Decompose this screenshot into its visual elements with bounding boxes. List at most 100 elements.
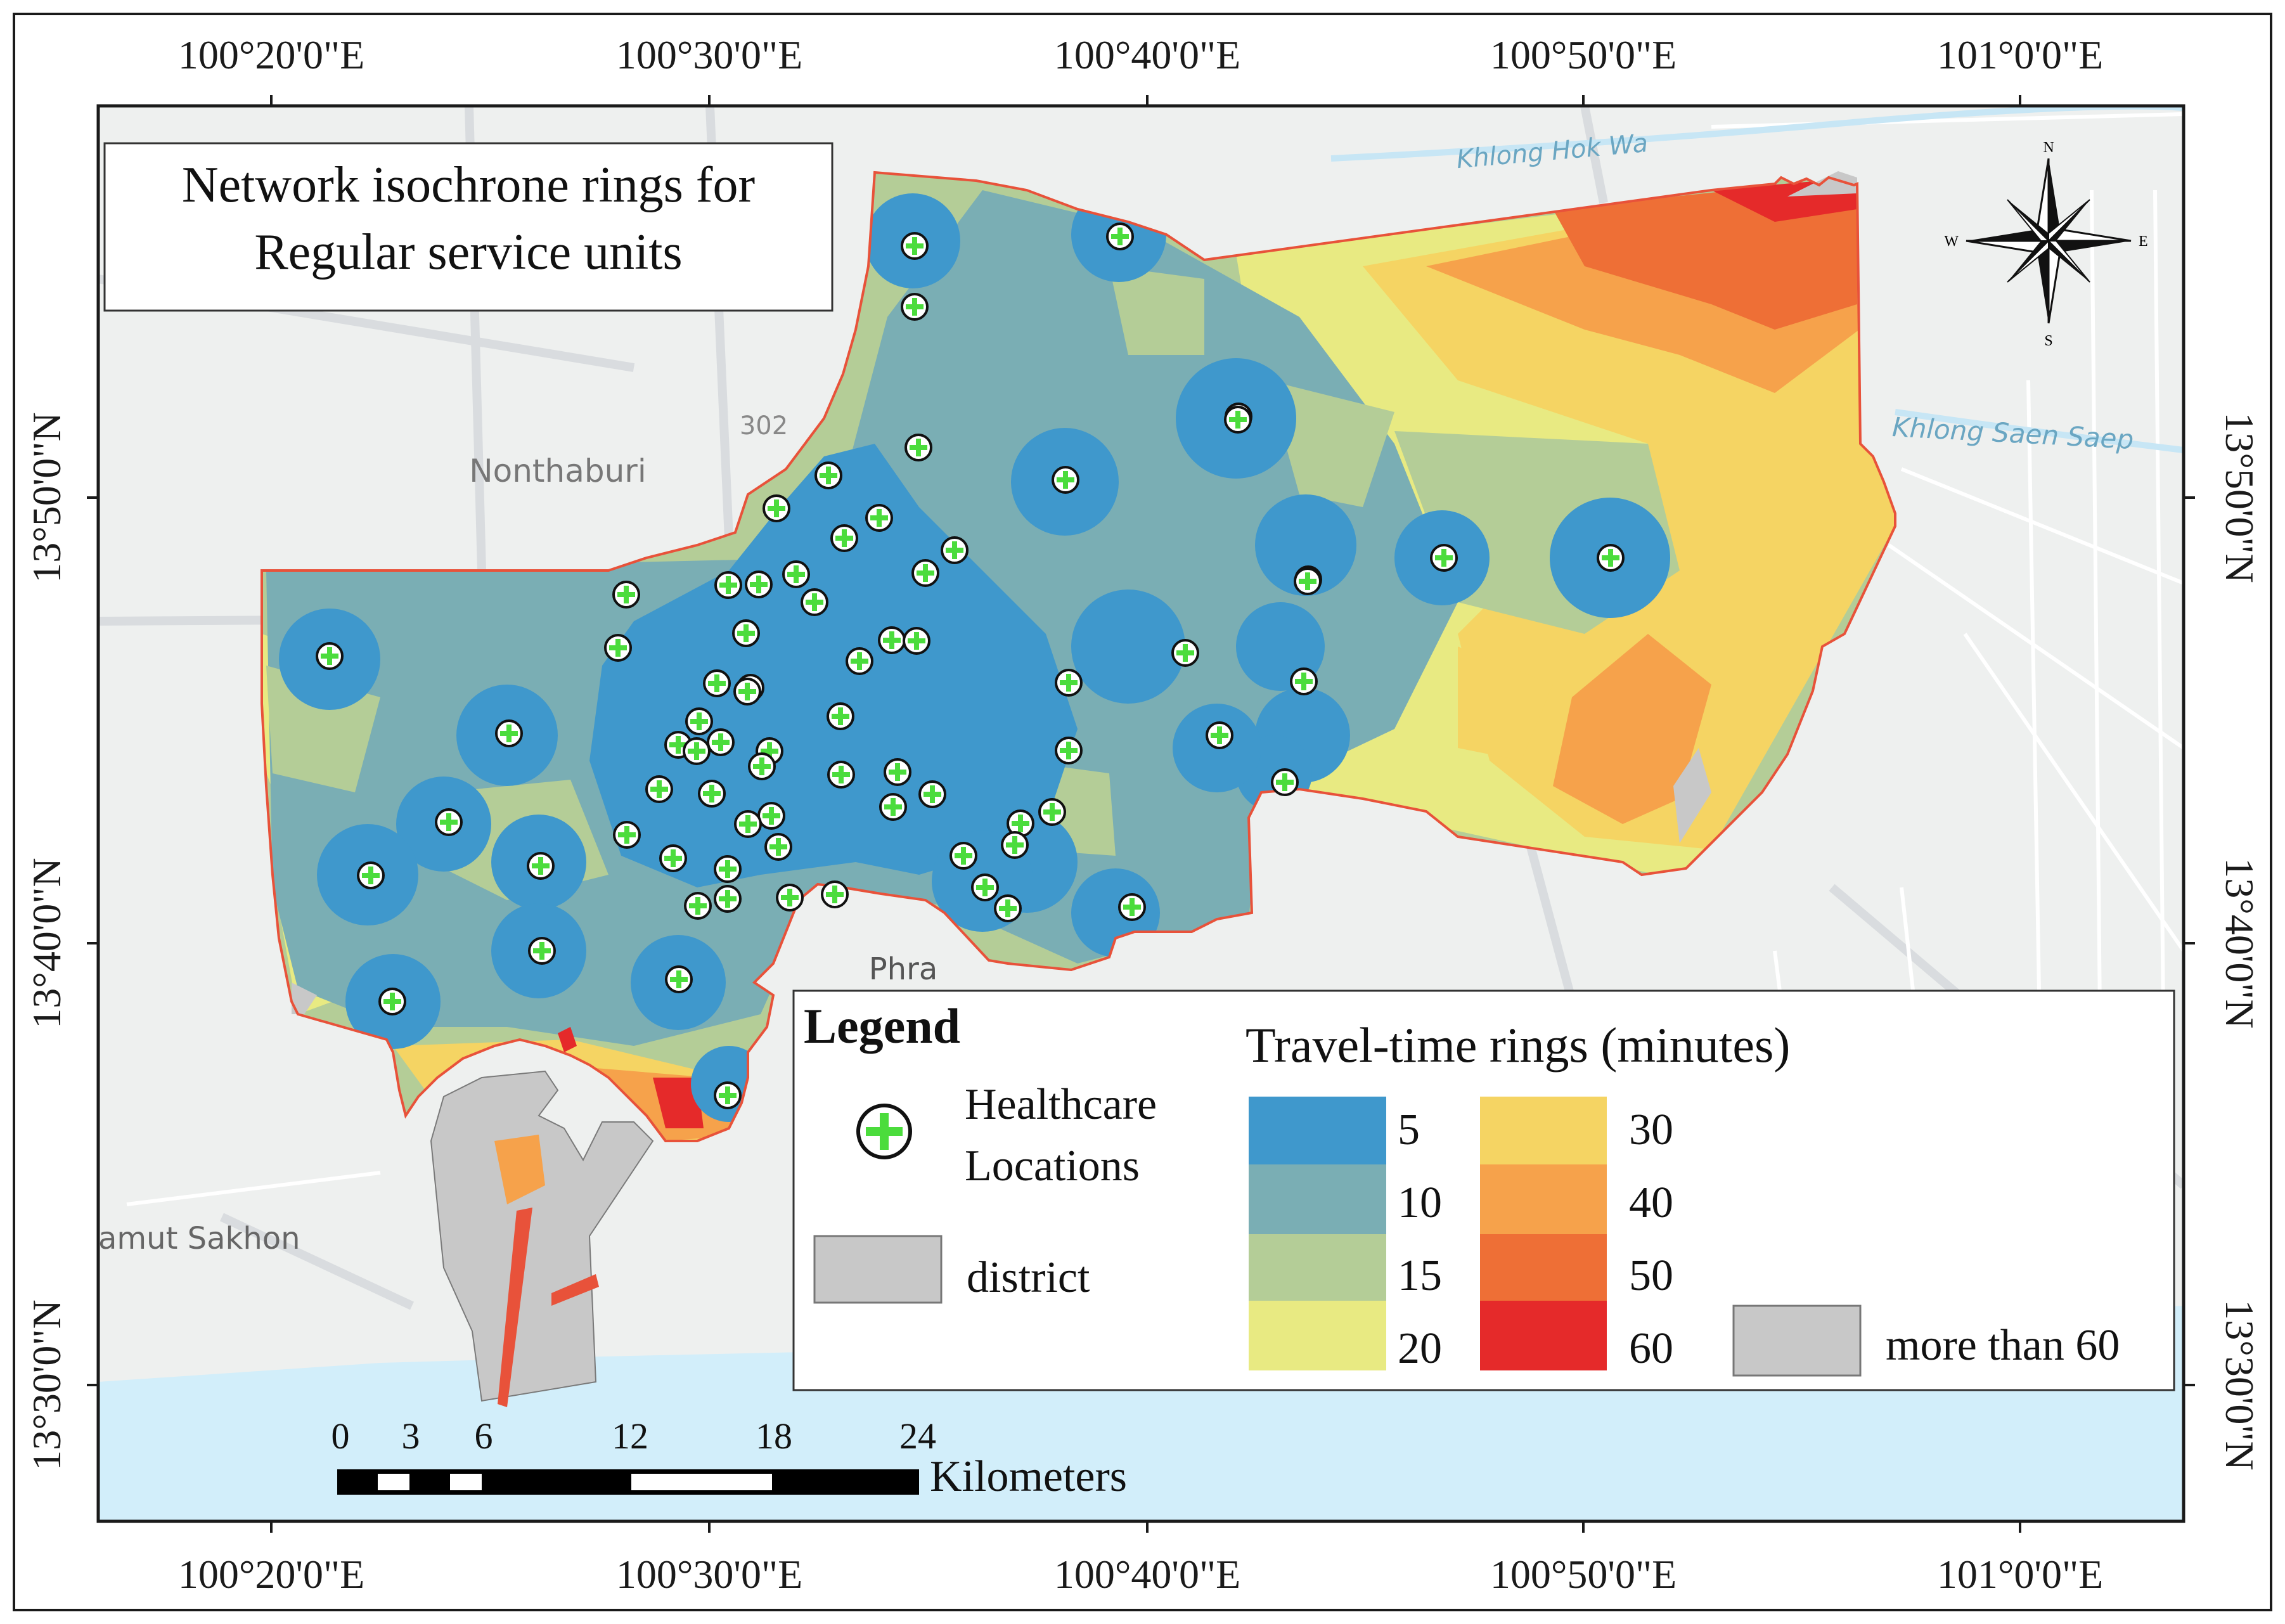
top-longitude-labels: 100°20'0"E 100°30'0"E 100°40'0"E 100°50'… [178,32,2103,77]
district-area-south [430,1070,654,1402]
healthcare-location-marker-icon [1106,222,1134,250]
compass-w-label: W [1944,233,1959,250]
healthcare-location-marker-icon [665,965,693,993]
ring-50-strip2 [551,1274,599,1306]
healthcare-location-marker-icon [714,885,742,913]
scale-bar: 0 3 6 12 18 24 Kilometers [331,1415,1128,1501]
bottom-longitude-labels: 100°20'0"E 100°30'0"E 100°40'0"E 100°50'… [178,1552,2103,1597]
ring-swatch-10 [1249,1164,1386,1234]
healthcare-markers [316,222,1625,1109]
ring-label-5: 5 [1398,1105,1420,1154]
healthcare-location-marker-icon [1597,544,1625,572]
scale-tick-label: 24 [899,1415,936,1457]
lon-label-bottom: 100°30'0"E [616,1552,802,1597]
healthcare-location-marker-icon [1055,669,1083,697]
map-title-line1: Network isochrone rings for [182,157,755,213]
healthcare-location-marker-icon [782,560,810,588]
healthcare-location-marker-icon [884,758,911,786]
healthcare-location-marker-icon [949,842,977,870]
healthcare-location-marker-icon [757,802,785,830]
legend-district-swatch [813,1235,943,1304]
scale-tick-label: 18 [756,1415,792,1457]
map-frame [96,104,2185,1523]
lon-label-top: 100°40'0"E [1054,32,1240,77]
healthcare-location-marker-icon [901,293,929,321]
scale-tick-label: 3 [402,1415,420,1457]
lon-label-bottom: 101°0'0"E [1937,1552,2103,1597]
ring-swatch-60 [1480,1301,1607,1370]
lon-label-top: 101°0'0"E [1937,32,2103,77]
ring-50-strip [498,1208,532,1407]
healthcare-location-marker-icon [703,669,731,697]
healthcare-location-marker-icon [911,559,939,587]
ring-label-40: 40 [1629,1178,1673,1227]
ring-swatch-more-than-60 [1732,1305,1862,1377]
healthcare-location-marker-icon [732,619,760,647]
healthcare-location-marker-icon [685,707,713,735]
lon-label-bottom: 100°40'0"E [1054,1552,1240,1597]
healthcare-location-marker-icon [733,678,761,706]
scale-bar-base [337,1469,919,1495]
healthcare-location-marker-icon [684,892,712,920]
healthcare-location-marker-icon [1224,406,1252,434]
healthcare-location-marker-icon [528,937,556,965]
healthcare-location-marker-icon [879,793,907,821]
healthcare-location-marker-icon [612,581,640,609]
healthcare-location-marker-icon [734,810,762,838]
healthcare-location-marker-icon [707,728,735,756]
compass-s-label: S [2044,333,2052,349]
scale-unit-label: Kilometers [930,1452,1127,1501]
healthcare-location-marker-icon [1430,544,1458,572]
district-area-se [1673,748,1711,843]
healthcare-location-marker-icon [801,588,828,616]
lat-label-right: 13°40'0"N [2217,858,2262,1028]
lon-label-top: 100°20'0"E [178,32,364,77]
healthcare-location-marker-icon [714,1081,742,1109]
label-samut-sakhon: amut Sakhon [98,1221,300,1256]
healthcare-location-marker-icon [918,780,946,808]
ring-60-patch [558,1027,577,1052]
healthcare-location-marker-icon [1052,466,1079,494]
scale-tick-label: 12 [612,1415,648,1457]
ring-swatch-50 [1480,1234,1607,1301]
healthcare-location-marker-icon [604,634,632,662]
healthcare-location-marker-icon [827,761,855,789]
graticule-ticks [87,95,2195,1533]
healthcare-location-marker-icon [748,752,776,780]
north-arrow-compass-icon: N S E W [1944,139,2147,349]
healthcare-location-marker-icon [698,780,726,808]
lat-label-right: 13°50'0"N [2217,412,2262,583]
lat-label-right: 13°30'0"N [2217,1299,2262,1470]
healthcare-location-marker-icon [659,844,687,872]
lat-label-left: 13°30'0"N [24,1299,69,1470]
healthcare-location-marker-icon [865,504,893,532]
ring-label-30: 30 [1629,1105,1673,1154]
title-box: Network isochrone rings for Regular serv… [103,142,834,312]
healthcare-location-marker-icon [1206,721,1233,749]
healthcare-location-marker-icon [904,434,932,461]
legend-rings-title: Travel-time rings (minutes) [1245,1017,1790,1073]
ring-label-15: 15 [1398,1251,1442,1300]
ring-label-20: 20 [1398,1324,1442,1373]
legend-healthcare-label-1: Healthcare [965,1080,1157,1129]
healthcare-location-marker-icon [1294,567,1322,595]
healthcare-location-marker-icon [821,880,849,908]
healthcare-location-marker-icon [830,524,858,552]
ring-label-60: 60 [1629,1324,1673,1373]
compass-e-label: E [2139,233,2148,250]
healthcare-location-marker-icon [1118,893,1146,921]
ring-label-10: 10 [1398,1178,1442,1227]
healthcare-location-marker-icon [683,737,711,765]
legend-healthcare-label-2: Locations [965,1142,1140,1190]
healthcare-location-marker-icon [495,719,523,747]
ring-swatch-20 [1249,1301,1386,1370]
map-title-line2: Regular service units [254,224,682,280]
healthcare-location-marker-icon [1001,831,1029,859]
healthcare-location-marker-icon [994,894,1022,922]
healthcare-location-marker-icon [316,642,344,670]
healthcare-location-marker-icon [527,852,555,880]
healthcare-location-marker-icon [378,988,406,1015]
healthcare-location-marker-icon [1055,737,1083,764]
healthcare-location-marker-icon [714,571,742,599]
